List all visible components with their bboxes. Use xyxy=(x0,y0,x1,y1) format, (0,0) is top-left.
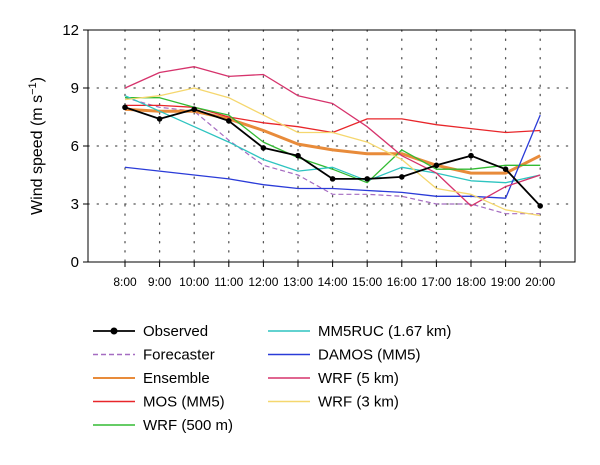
point-observed xyxy=(399,174,405,180)
y-axis-label-exponent: −1 xyxy=(27,82,39,95)
legend-label: MM5RUC (1.67 km) xyxy=(318,323,451,340)
legend-label: Observed xyxy=(143,323,208,340)
legend-item-mos-mm5: MOS (MM5) xyxy=(93,394,225,411)
y-tick-label: 9 xyxy=(71,80,79,97)
legend-item-mm5ruc-1-67-km: MM5RUC (1.67 km) xyxy=(268,323,451,340)
point-observed xyxy=(537,203,543,209)
series-line-forecaster xyxy=(124,97,541,215)
legend-label: WRF (3 km) xyxy=(318,394,399,411)
x-tick-label: 9:00 xyxy=(148,275,172,289)
x-tick-label: 20:00 xyxy=(525,275,555,289)
grid-lines xyxy=(87,29,576,263)
x-tick-label: 12:00 xyxy=(248,275,278,289)
x-tick-label: 16:00 xyxy=(387,275,417,289)
point-observed xyxy=(502,166,509,172)
series-line-mos-mm5 xyxy=(125,104,541,134)
legend-item-ensemble: Ensemble xyxy=(93,370,210,387)
x-tick-label: 17:00 xyxy=(421,275,451,289)
series-line-damos-mm5 xyxy=(124,114,541,199)
x-tick-label: 19:00 xyxy=(491,275,521,289)
series-line-mm5ruc-1-67-km xyxy=(124,95,541,184)
x-tick-label: 14:00 xyxy=(318,275,348,289)
legend: Observed Forecaster Ensemble MOS (MM5) WRF (… xyxy=(93,323,451,434)
legend-label: WRF (500 m) xyxy=(143,417,233,434)
x-tick-label: 8:00 xyxy=(113,275,137,289)
legend-label: DAMOS (MM5) xyxy=(318,347,421,364)
y-axis-ticks: 0 3 6 9 12 xyxy=(62,22,88,271)
y-tick-label: 6 xyxy=(71,138,79,155)
y-axis-label: Wind speed (m s−1) xyxy=(27,77,46,215)
y-tick-label: 0 xyxy=(71,254,79,271)
x-tick-label: 13:00 xyxy=(283,275,313,289)
point-observed xyxy=(364,176,371,182)
point-observed xyxy=(191,106,197,113)
legend-item-damos-mm5: DAMOS (MM5) xyxy=(268,347,421,364)
x-tick-label: 18:00 xyxy=(456,275,486,289)
series-lines xyxy=(122,66,543,217)
legend-marker xyxy=(110,327,118,335)
point-observed xyxy=(295,152,301,159)
legend-label: MOS (MM5) xyxy=(143,394,225,411)
x-tick-label: 15:00 xyxy=(352,275,382,289)
point-observed xyxy=(260,145,267,151)
point-observed xyxy=(156,116,163,122)
series-line-wrf-3-km xyxy=(124,87,541,217)
point-observed xyxy=(329,176,336,182)
legend-item-wrf-500-m: WRF (500 m) xyxy=(93,417,233,434)
legend-label: WRF (5 km) xyxy=(318,370,399,387)
series-line-wrf-5-km xyxy=(124,66,541,207)
legend-item-observed: Observed xyxy=(93,323,208,340)
legend-item-wrf-3-km: WRF (3 km) xyxy=(268,394,399,411)
point-observed xyxy=(122,104,128,111)
legend-label: Forecaster xyxy=(143,347,215,364)
x-tick-label: 10:00 xyxy=(179,275,209,289)
x-tick-label: 11:00 xyxy=(214,275,243,289)
legend-label: Ensemble xyxy=(143,370,210,387)
y-tick-label: 12 xyxy=(62,22,79,39)
point-observed xyxy=(468,152,474,159)
y-tick-label: 3 xyxy=(71,196,79,213)
legend-item-forecaster: Forecaster xyxy=(93,347,215,364)
legend-item-wrf-5-km: WRF (5 km) xyxy=(268,370,399,387)
point-observed xyxy=(433,162,440,169)
point-observed xyxy=(226,118,232,124)
x-axis-ticks: 8:00 9:00 10:00 11:00 12:00 13:00 14:00 15:00 16… xyxy=(113,262,556,289)
